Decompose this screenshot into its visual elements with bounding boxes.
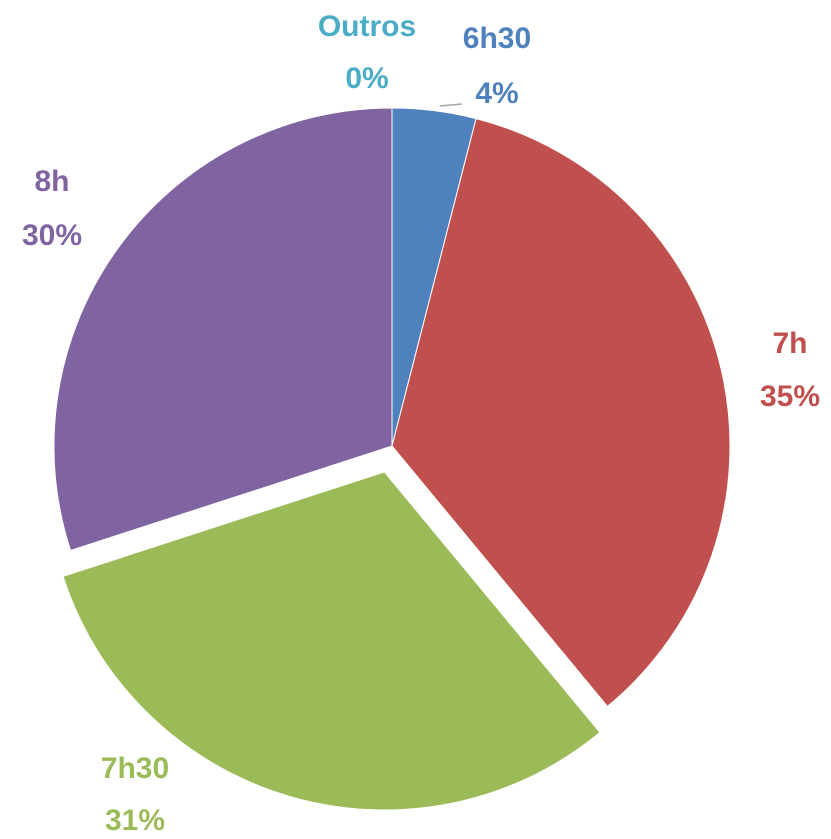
value-label: 0% <box>345 62 388 95</box>
value-label: 30% <box>22 219 82 252</box>
value-label: 31% <box>105 804 165 837</box>
value-label: 35% <box>760 380 820 413</box>
pie-slice <box>62 471 601 811</box>
category-label: 8h <box>34 165 69 198</box>
category-label: 7h <box>772 327 807 360</box>
value-label: 4% <box>475 77 518 110</box>
pie-slice <box>53 107 393 552</box>
leader-line <box>439 103 463 107</box>
category-label: 7h30 <box>101 752 169 785</box>
category-label: 6h30 <box>463 22 531 55</box>
category-label: Outros <box>318 10 416 43</box>
pie-slice <box>391 118 731 708</box>
